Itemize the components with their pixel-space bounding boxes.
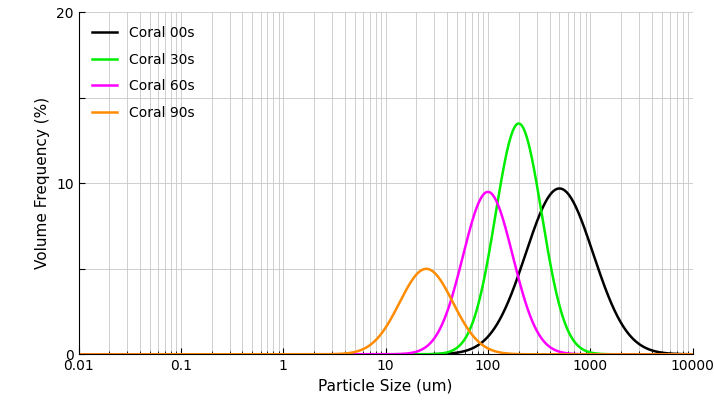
Coral 60s: [483, 190, 492, 194]
Coral 00s: [310, 352, 318, 357]
Coral 90s: [688, 352, 697, 357]
Line: Coral 30s: Coral 30s: [79, 124, 693, 354]
Coral 00s: [555, 186, 564, 191]
Coral 60s: [74, 352, 83, 357]
Coral 60s: [310, 352, 318, 357]
Coral 30s: [688, 352, 697, 357]
Coral 60s: [688, 352, 697, 357]
Coral 90s: [336, 351, 345, 356]
Coral 30s: [181, 352, 189, 357]
Coral 30s: [144, 352, 153, 357]
Coral 00s: [74, 352, 83, 357]
Line: Coral 90s: Coral 90s: [79, 269, 693, 354]
Legend: Coral 00s, Coral 30s, Coral 60s, Coral 90s: Coral 00s, Coral 30s, Coral 60s, Coral 9…: [86, 19, 201, 127]
Coral 30s: [74, 352, 83, 357]
X-axis label: Particle Size (um): Particle Size (um): [318, 379, 453, 394]
Y-axis label: Volume Frequency (%): Volume Frequency (%): [36, 97, 51, 269]
Line: Coral 60s: Coral 60s: [79, 192, 693, 354]
Coral 30s: [515, 121, 523, 126]
Coral 90s: [181, 352, 189, 357]
Coral 90s: [74, 352, 83, 357]
Coral 90s: [422, 266, 431, 271]
Coral 60s: [144, 352, 153, 357]
Coral 90s: [676, 352, 685, 357]
Coral 60s: [336, 352, 345, 357]
Coral 00s: [610, 308, 619, 313]
Coral 00s: [336, 352, 345, 357]
Coral 00s: [144, 352, 153, 357]
Coral 60s: [181, 352, 189, 357]
Coral 30s: [610, 352, 619, 357]
Coral 30s: [676, 352, 685, 357]
Coral 90s: [310, 352, 318, 357]
Coral 90s: [610, 352, 619, 357]
Coral 00s: [688, 352, 697, 357]
Coral 60s: [610, 352, 619, 357]
Line: Coral 00s: Coral 00s: [79, 188, 693, 354]
Coral 30s: [336, 352, 345, 357]
Coral 00s: [676, 351, 685, 356]
Coral 60s: [676, 352, 685, 357]
Coral 00s: [181, 352, 189, 357]
Coral 30s: [310, 352, 318, 357]
Coral 90s: [144, 352, 153, 357]
